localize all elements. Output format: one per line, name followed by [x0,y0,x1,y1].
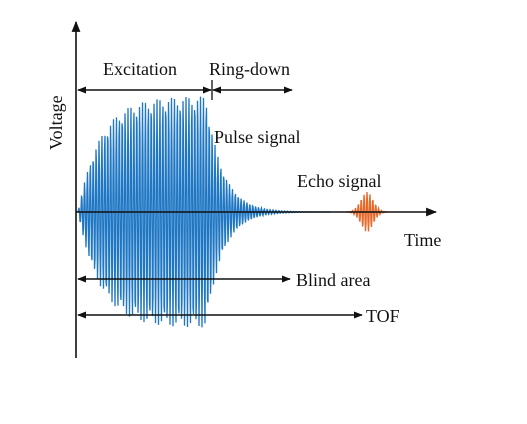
voltage-label: Voltage [46,95,66,150]
excitation-label: Excitation [103,59,177,79]
pulse-signal-label: Pulse signal [214,127,301,147]
echo-signal-label: Echo signal [297,171,381,191]
time-label: Time [404,230,441,250]
tof-label: TOF [366,306,400,326]
blind-area-label: Blind area [296,270,370,290]
ring-down-label: Ring-down [209,59,290,79]
